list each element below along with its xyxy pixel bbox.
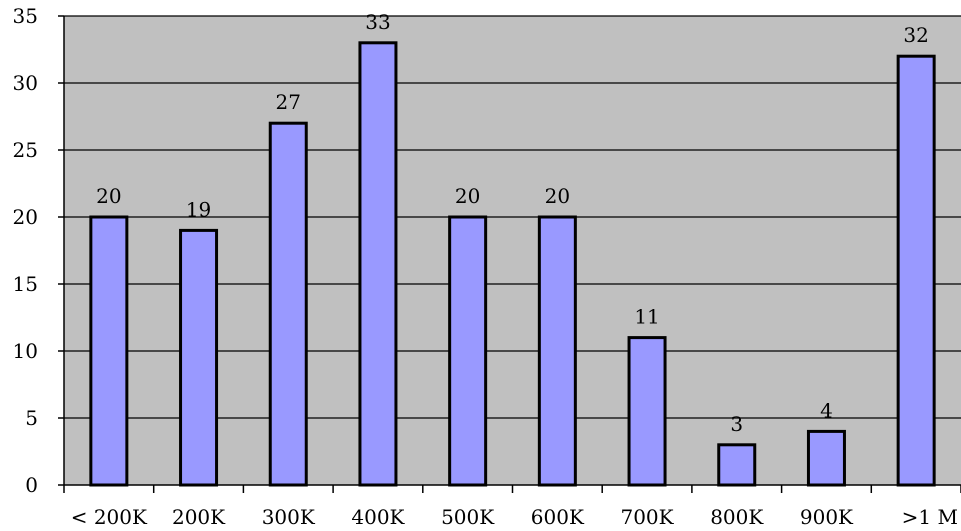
y-tick-label: 0 (25, 473, 38, 497)
bar (896, 54, 936, 487)
data-label: 33 (365, 10, 390, 34)
data-label: 4 (820, 398, 833, 422)
data-label: 20 (545, 184, 570, 208)
y-tick-label: 10 (13, 339, 38, 363)
bar (537, 215, 577, 487)
y-axis-tick-labels: 0 5 10 15 20 25 30 35 (13, 4, 38, 497)
bar (448, 215, 488, 487)
x-tick-label: 400K (351, 505, 405, 529)
bar (179, 228, 219, 487)
data-label: 32 (903, 23, 928, 47)
bar (89, 215, 129, 487)
bar (627, 336, 667, 487)
data-label: 3 (730, 412, 743, 436)
y-tick-label: 35 (13, 4, 38, 28)
x-tick-label: 300K (262, 505, 316, 529)
data-label: 19 (186, 197, 211, 221)
x-tick-label: >1 M (902, 505, 958, 529)
x-tick-label: 500K (441, 505, 495, 529)
y-tick-label: 30 (13, 71, 38, 95)
x-tick-label: 600K (531, 505, 585, 529)
y-tick-label: 25 (13, 138, 38, 162)
bar (358, 41, 398, 487)
data-labels: 20 19 27 33 20 20 11 3 4 32 (96, 10, 929, 436)
x-tick-label: 200K (172, 505, 226, 529)
y-tick-label: 20 (13, 205, 38, 229)
y-tick-label: 5 (25, 406, 38, 430)
data-label: 20 (96, 184, 121, 208)
data-label: 11 (634, 305, 659, 329)
data-label: 27 (276, 90, 301, 114)
bar (806, 429, 846, 487)
x-tick-label: < 200K (71, 505, 148, 529)
bar (268, 121, 308, 487)
axes (58, 15, 961, 493)
data-label: 20 (455, 184, 480, 208)
x-axis-tick-labels: < 200K 200K 300K 400K 500K 600K 700K 800K 900K >1… (71, 505, 958, 529)
y-tick-label: 15 (13, 272, 38, 296)
x-tick-label: 800K (710, 505, 764, 529)
bar (717, 443, 757, 487)
x-tick-label: 900K (800, 505, 854, 529)
x-tick-label: 700K (620, 505, 674, 529)
